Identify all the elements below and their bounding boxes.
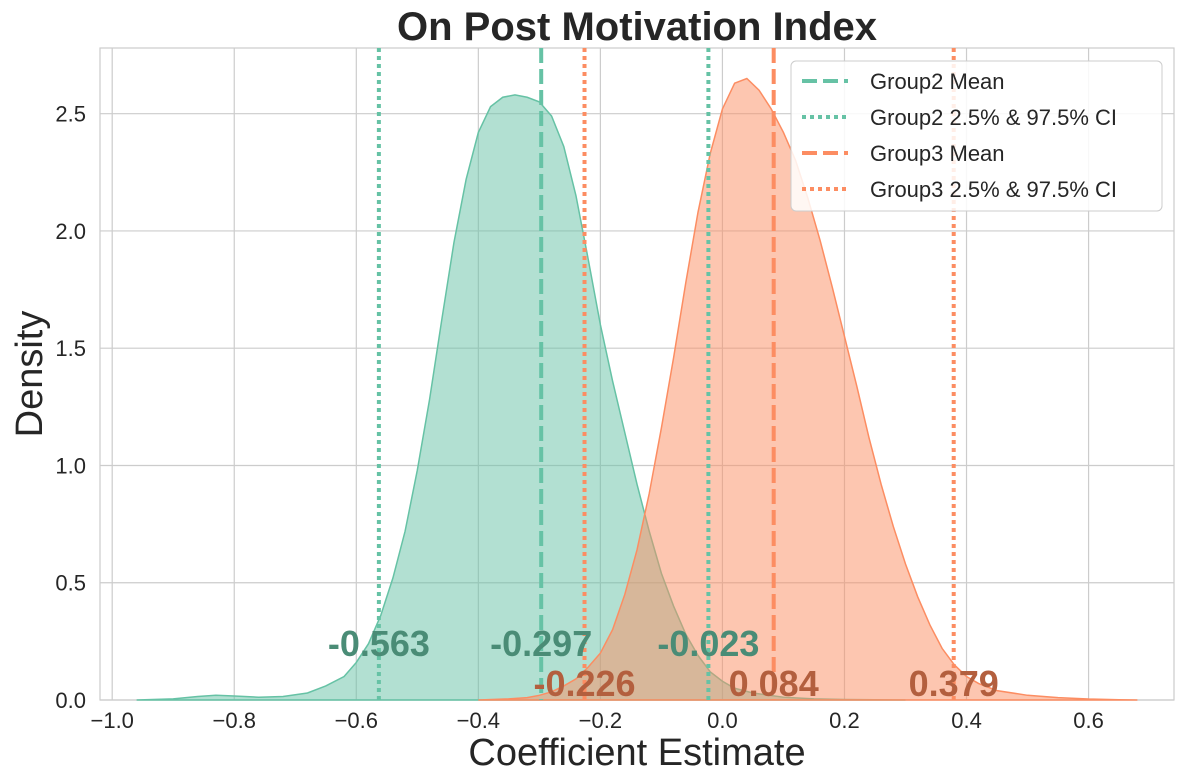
y-tick-label: 2.5 — [55, 102, 86, 127]
x-tick-label: −0.6 — [335, 708, 378, 733]
y-tick-label: 1.0 — [55, 453, 86, 478]
legend: Group2 Mean Group2 2.5% & 97.5% CI Group… — [790, 60, 1163, 212]
reference-lines — [376, 48, 956, 700]
density-area-group3 — [478, 77, 1138, 701]
x-tick-label: −1.0 — [90, 708, 133, 733]
legend-label-group3-mean: Group3 Mean — [870, 141, 1005, 166]
y-tick-label: 0.0 — [55, 688, 86, 713]
x-axis-ticks: −1.0 −0.8 −0.6 −0.4 −0.2 0.0 0.2 0.4 0.6 — [90, 708, 1103, 733]
x-axis-title: Coefficient Estimate — [468, 732, 805, 774]
group2-value-label: -0.563 — [328, 623, 430, 664]
x-tick-label: −0.8 — [213, 708, 256, 733]
x-tick-label: 0.4 — [951, 708, 982, 733]
y-axis-ticks: 0.0 0.5 1.0 1.5 2.0 2.5 — [55, 102, 86, 713]
value-annotations: -0.563 -0.297 -0.023 -0.226 0.084 0.379 — [328, 623, 999, 704]
legend-label-group2-mean: Group2 Mean — [870, 69, 1005, 94]
legend-label-group2-ci: Group2 2.5% & 97.5% CI — [870, 105, 1117, 130]
group2-value-label: -0.297 — [490, 623, 592, 664]
legend-box — [790, 60, 1163, 212]
density-areas — [136, 77, 1138, 701]
x-tick-label: 0.2 — [829, 708, 860, 733]
group2-value-label: -0.023 — [657, 623, 759, 664]
x-tick-label: 0.0 — [707, 708, 738, 733]
x-tick-label: 0.6 — [1073, 708, 1104, 733]
y-tick-label: 1.5 — [55, 336, 86, 361]
x-tick-label: −0.2 — [579, 708, 622, 733]
y-axis-title: Density — [9, 311, 51, 438]
legend-label-group3-ci: Group3 2.5% & 97.5% CI — [870, 177, 1117, 202]
chart-title: On Post Motivation Index — [397, 5, 877, 49]
group3-value-label: 0.084 — [729, 663, 819, 704]
group3-value-label: 0.379 — [909, 663, 999, 704]
y-tick-label: 0.5 — [55, 571, 86, 596]
group3-value-label: -0.226 — [533, 663, 635, 704]
x-tick-label: −0.4 — [457, 708, 500, 733]
y-tick-label: 2.0 — [55, 219, 86, 244]
